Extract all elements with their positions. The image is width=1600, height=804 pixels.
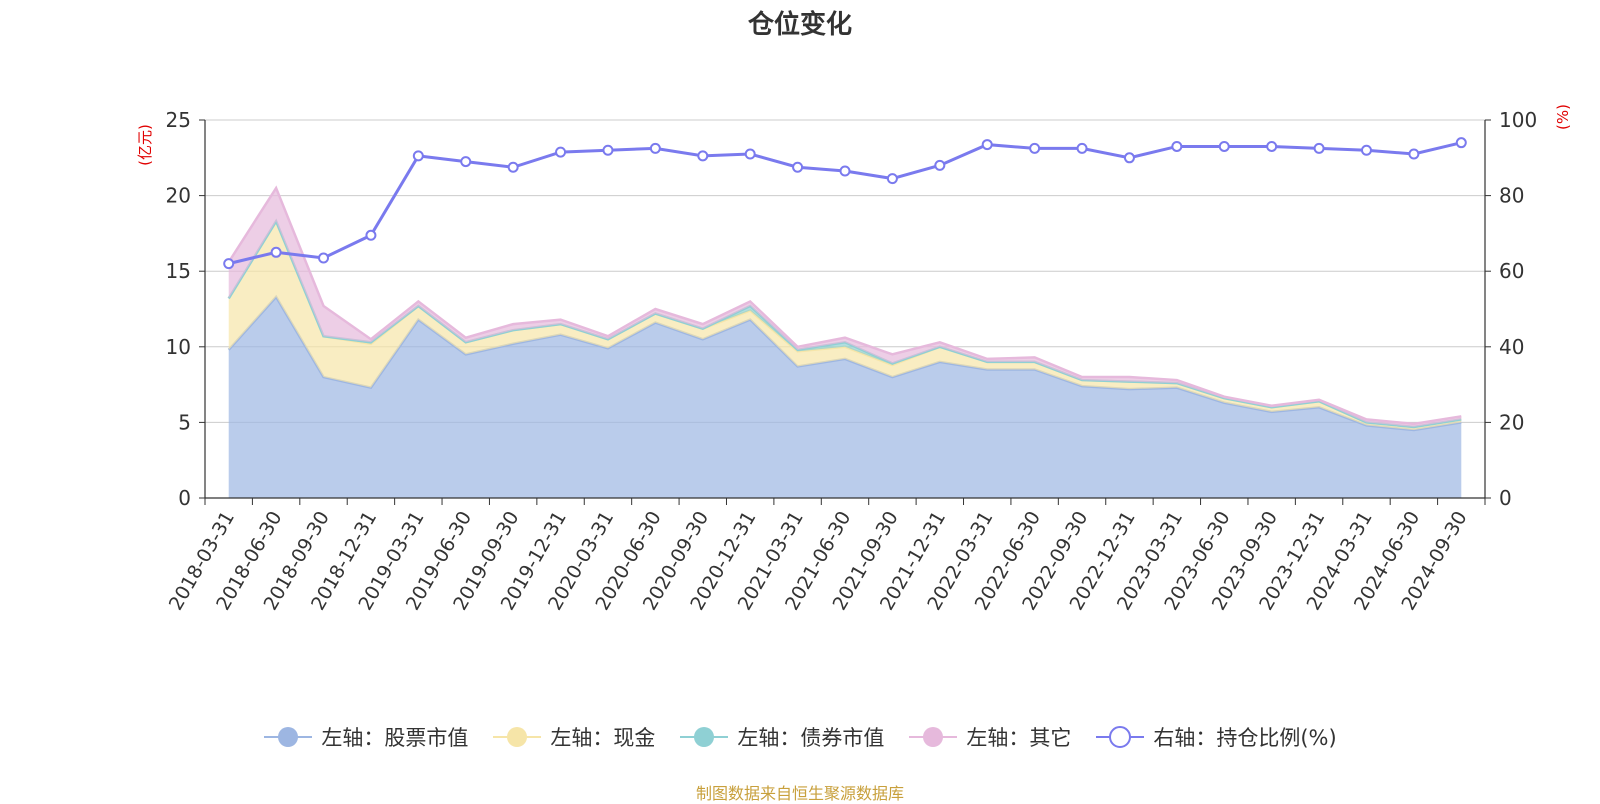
ratio-point	[1218, 140, 1230, 152]
legend-label: 右轴：持仓比例(%)	[1153, 726, 1337, 750]
ratio-point	[934, 159, 946, 171]
right-tick-label: 0	[1499, 486, 1512, 510]
legend-filled-circle-icon	[680, 727, 729, 747]
ratio-point	[318, 252, 330, 264]
legend-label: 左轴：债券市值	[737, 726, 885, 750]
ratio-point	[981, 139, 993, 151]
right-tick-label: 40	[1499, 335, 1524, 359]
chart-title: 仓位变化	[747, 10, 852, 40]
right-tick-label: 80	[1499, 184, 1524, 208]
ratio-point	[365, 229, 377, 241]
legend-item[interactable]: 左轴：债券市值	[679, 722, 884, 752]
ratio-point	[460, 156, 472, 168]
left-axis-unit: (亿元)	[136, 124, 154, 166]
ratio-point	[1313, 142, 1325, 154]
legend-item[interactable]: 左轴：股票市值	[263, 722, 468, 752]
legend-hollow-circle-icon	[1096, 726, 1145, 748]
legend-item[interactable]: 右轴：持仓比例(%)	[1095, 722, 1337, 752]
ratio-point	[412, 150, 424, 162]
position-change-chart: 05101520250204060801002018-03-312018-06-…	[136, 104, 1572, 614]
ratio-point	[1360, 144, 1372, 156]
ratio-point	[602, 144, 614, 156]
legend-filled-circle-icon	[493, 727, 542, 747]
right-tick-label: 60	[1499, 259, 1524, 283]
ratio-line-path	[228, 141, 1462, 266]
left-tick-label: 20	[166, 184, 191, 208]
ratio-point	[223, 258, 235, 270]
ratio-point	[792, 161, 804, 173]
stacked-areas	[227, 185, 1462, 498]
ratio-point	[507, 161, 519, 173]
ratio-point	[697, 150, 709, 162]
ratio-point	[744, 148, 756, 160]
legend-filled-circle-icon	[909, 727, 958, 747]
legend-item[interactable]: 左轴：现金	[492, 722, 655, 752]
ratio-point	[839, 165, 851, 177]
legend-filled-circle-icon	[264, 727, 313, 747]
ratio-point	[1029, 142, 1041, 154]
ratio-point	[1266, 140, 1278, 152]
ratio-point	[1455, 137, 1467, 149]
left-tick-label: 10	[166, 335, 191, 359]
ratio-point	[270, 246, 282, 258]
legend-label: 左轴：股票市值	[321, 726, 469, 750]
ratio-point	[1171, 140, 1183, 152]
chart-legend: 左轴：股票市值 左轴：现金 左轴：债券市值 左轴：其它 右轴：持仓比例(%)	[0, 722, 1600, 752]
left-tick-label: 15	[166, 259, 191, 283]
data-source-note: 制图数据来自恒生聚源数据库	[695, 784, 904, 803]
ratio-line	[223, 137, 1467, 270]
legend-item[interactable]: 左轴：其它	[908, 722, 1071, 752]
area-左轴：股票市值	[228, 296, 1462, 498]
ratio-point	[1408, 148, 1420, 160]
right-tick-label: 100	[1499, 108, 1537, 132]
right-tick-label: 20	[1499, 410, 1524, 434]
left-tick-label: 0	[178, 486, 191, 510]
right-axis-unit: (%)	[1554, 104, 1572, 130]
ratio-point	[886, 173, 898, 185]
left-tick-label: 5	[178, 410, 191, 434]
ratio-point	[1123, 152, 1135, 164]
ratio-point	[1076, 142, 1088, 154]
left-tick-label: 25	[166, 108, 191, 132]
area-edge-左轴：其它	[227, 185, 1462, 426]
ratio-point	[649, 142, 661, 154]
legend-label: 左轴：现金	[550, 726, 656, 750]
legend-label: 左轴：其它	[966, 726, 1072, 750]
ratio-point	[555, 146, 567, 158]
